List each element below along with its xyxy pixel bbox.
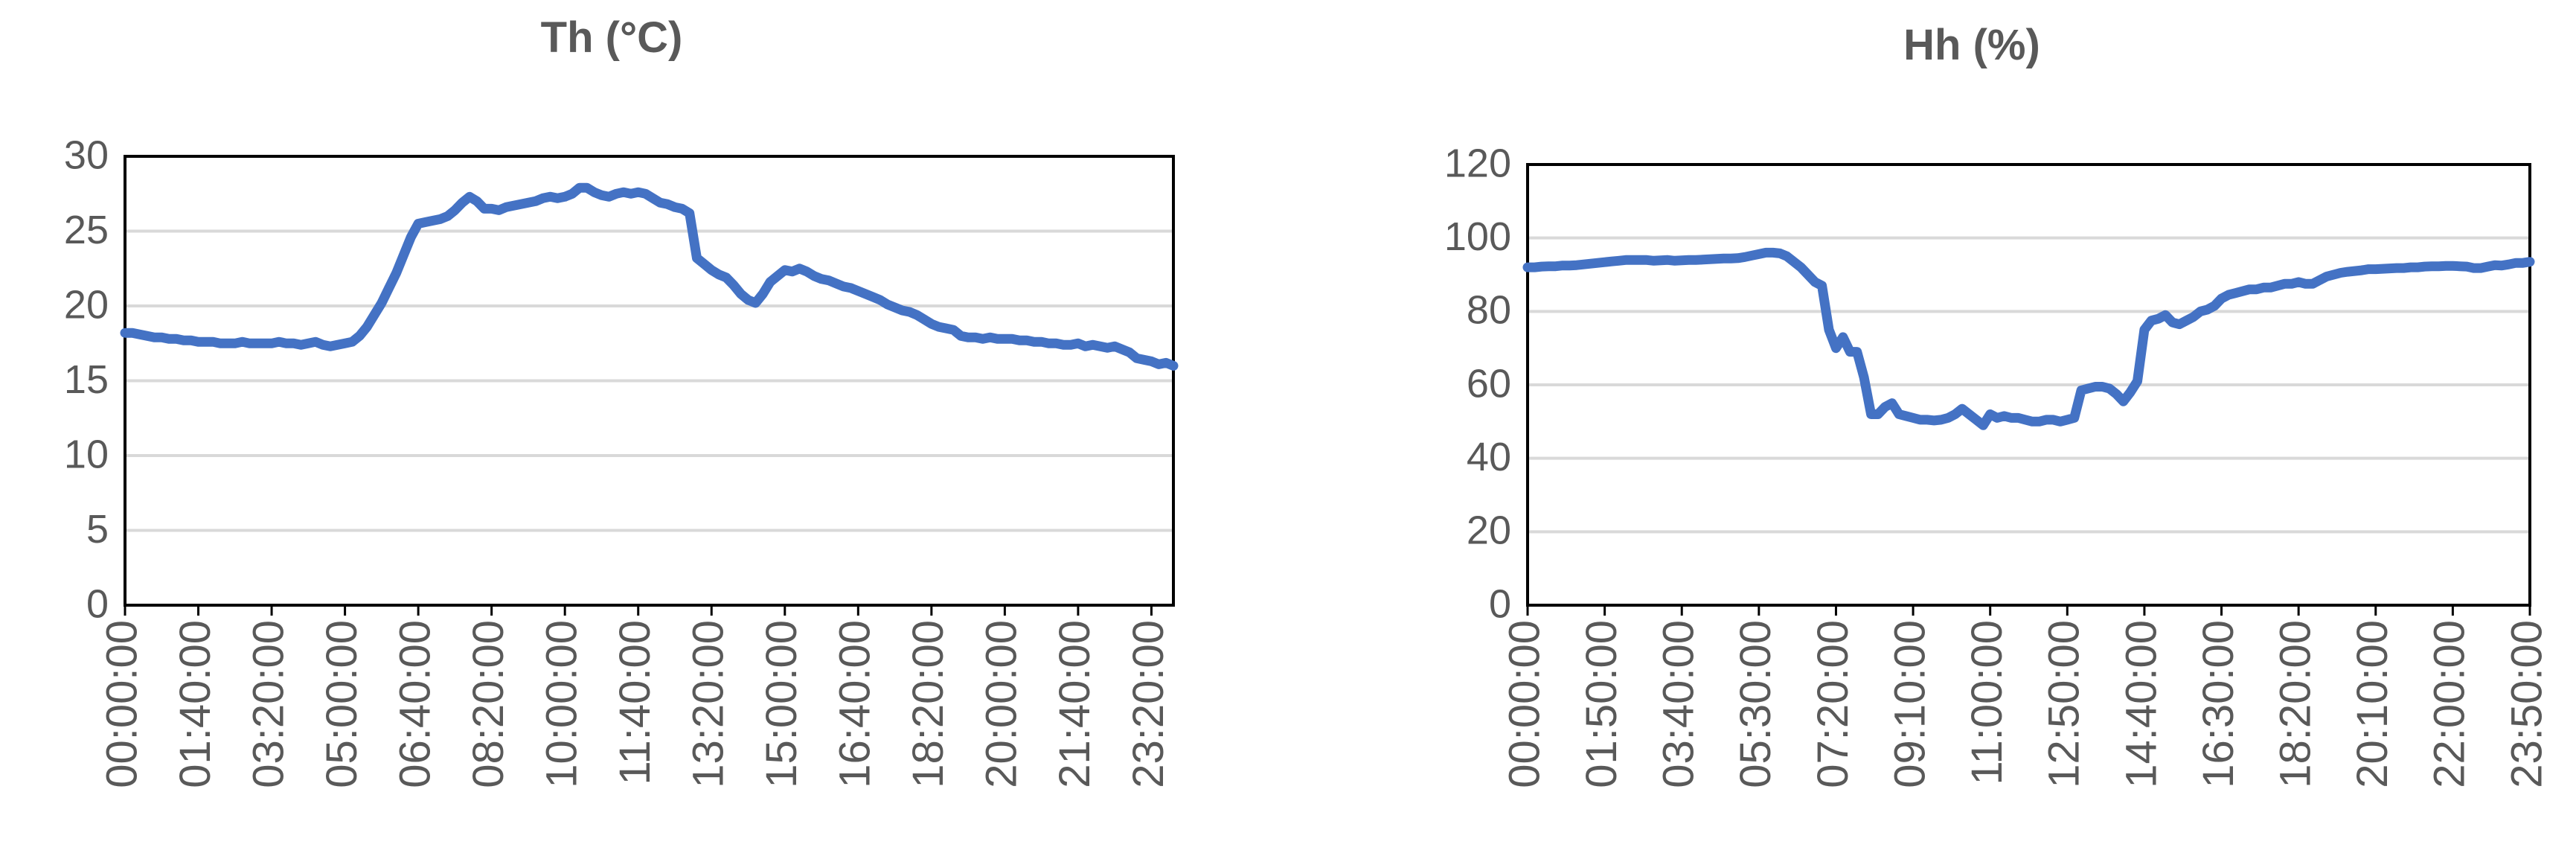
plot-border [124, 155, 1175, 607]
y-tick-label: 30 [64, 133, 109, 177]
x-tick-label: 16:40:00 [831, 620, 880, 788]
x-tick-label: 07:20:00 [1809, 620, 1857, 788]
x-tick-label: 11:40:00 [611, 620, 659, 785]
y-tick-label: 100 [1444, 214, 1511, 259]
x-tick-label: 13:20:00 [685, 620, 733, 788]
data-line [1522, 247, 2535, 430]
y-tick-label: 40 [1467, 435, 1511, 479]
x-tick-label: 01:40:00 [171, 620, 220, 788]
x-tick-label: 05:30:00 [1731, 620, 1780, 788]
x-tick-label: 21:40:00 [1051, 620, 1099, 788]
x-tick-label: 01:50:00 [1577, 620, 1626, 788]
data-line [120, 182, 1179, 371]
x-tick-label: 10:00:00 [538, 620, 586, 788]
plot-border [1526, 163, 2531, 607]
x-tick-label: 12:50:00 [2040, 620, 2089, 788]
y-tick-label: 0 [86, 581, 109, 626]
x-tick-label: 05:00:00 [318, 620, 366, 788]
y-tick-label: 5 [86, 507, 109, 552]
x-tick-label: 08:20:00 [464, 620, 513, 788]
x-tick-label: 03:20:00 [244, 620, 292, 788]
y-tick-label: 15 [64, 357, 109, 402]
x-tick-label: 20:00:00 [978, 620, 1026, 788]
y-tick-label: 10 [64, 432, 109, 476]
chart-title: Hh (%) [1903, 21, 2040, 69]
x-tick-label: 18:20:00 [2271, 620, 2319, 788]
x-tick-label: 23:50:00 [2502, 620, 2551, 788]
y-tick-label: 25 [64, 208, 109, 252]
x-tick-label: 16:30:00 [2194, 620, 2243, 788]
x-tick-label: 22:00:00 [2426, 620, 2474, 788]
x-tick-label: 23:20:00 [1124, 620, 1173, 788]
x-tick-label: 11:00:00 [1963, 620, 2011, 785]
chart-title: Th (°C) [541, 13, 683, 62]
y-tick-label: 60 [1467, 361, 1511, 406]
x-tick-label: 00:00:00 [97, 620, 146, 788]
y-tick-label: 80 [1467, 288, 1511, 333]
x-tick-label: 14:40:00 [2117, 620, 2165, 788]
x-tick-label: 15:00:00 [757, 620, 806, 788]
x-tick-label: 20:10:00 [2348, 620, 2397, 788]
x-tick-label: 06:40:00 [391, 620, 439, 788]
x-tick-label: 18:20:00 [904, 620, 952, 788]
y-tick-label: 120 [1444, 141, 1511, 185]
y-tick-label: 20 [1467, 508, 1511, 553]
x-tick-label: 00:00:00 [1500, 620, 1548, 788]
x-tick-label: 03:40:00 [1655, 620, 1703, 788]
y-tick-label: 20 [64, 282, 109, 327]
x-tick-label: 09:10:00 [1885, 620, 1934, 788]
y-tick-label: 0 [1489, 581, 1511, 626]
